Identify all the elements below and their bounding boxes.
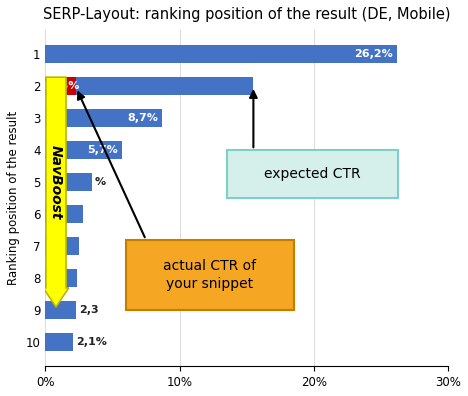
Bar xyxy=(45,141,122,159)
Text: 2,1%: 2,1% xyxy=(76,337,107,347)
Bar xyxy=(45,77,253,95)
Text: 2,3: 2,3 xyxy=(79,305,98,315)
Bar xyxy=(45,269,78,287)
Text: %: % xyxy=(95,177,106,187)
Polygon shape xyxy=(43,77,69,307)
Title: SERP-Layout: ranking position of the result (DE, Mobile): SERP-Layout: ranking position of the res… xyxy=(43,7,450,22)
Bar xyxy=(45,173,92,191)
Bar xyxy=(45,206,83,223)
Bar xyxy=(45,238,79,255)
Text: 5,7%: 5,7% xyxy=(87,145,118,155)
Text: 26,2%: 26,2% xyxy=(354,49,393,59)
Bar xyxy=(45,109,162,127)
Text: 15,5%: 15,5% xyxy=(42,81,80,91)
Y-axis label: Ranking position of the result: Ranking position of the result xyxy=(7,111,20,286)
FancyBboxPatch shape xyxy=(126,240,294,310)
FancyBboxPatch shape xyxy=(227,150,398,198)
Text: 8,7%: 8,7% xyxy=(127,113,158,123)
Text: NavBoost: NavBoost xyxy=(49,145,63,220)
Bar xyxy=(45,301,76,319)
Text: expected CTR: expected CTR xyxy=(264,167,361,181)
Bar xyxy=(45,77,76,95)
Bar xyxy=(45,333,73,351)
Bar xyxy=(45,45,397,63)
Text: actual CTR of
your snippet: actual CTR of your snippet xyxy=(163,259,256,291)
